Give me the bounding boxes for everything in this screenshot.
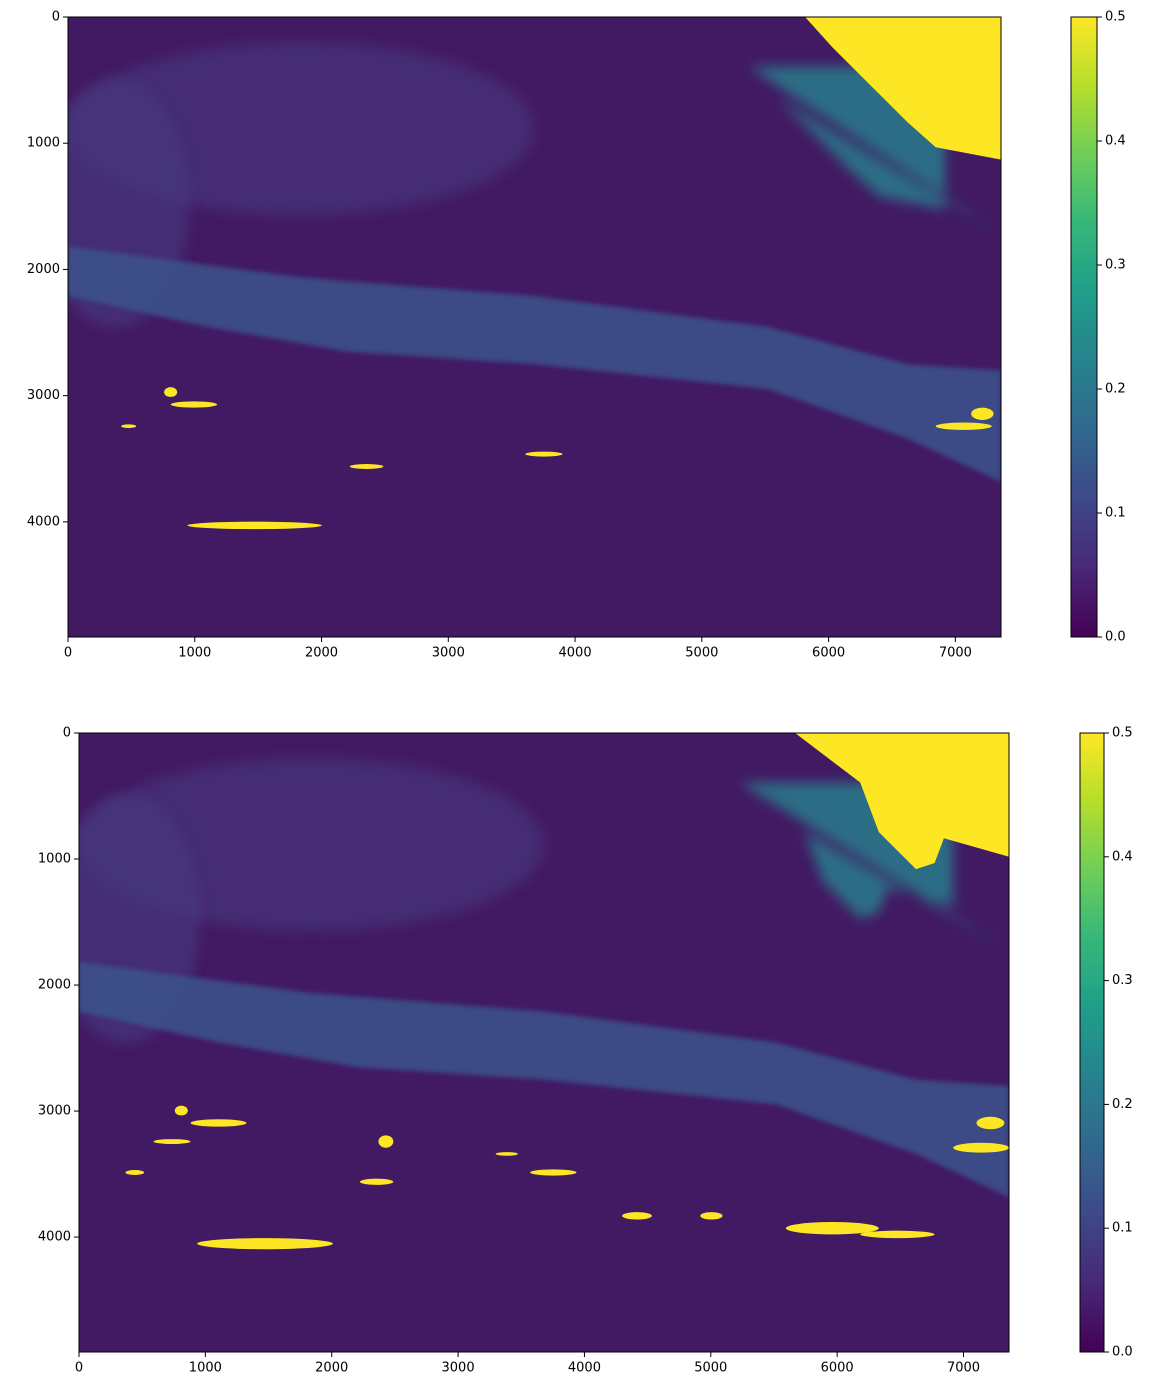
x-tick-label: 1000	[178, 646, 211, 661]
streak	[785, 1222, 879, 1235]
y-tick-label: 2000	[38, 978, 71, 993]
axes-frame	[67, 16, 1002, 638]
colorbar	[1079, 732, 1105, 1353]
colorbar-tick-label: 0.1	[1105, 506, 1126, 521]
streak	[971, 407, 994, 420]
streak	[525, 451, 563, 457]
streak	[170, 401, 218, 408]
saturated-area	[795, 733, 1009, 870]
x-tick-label: 4000	[568, 1361, 601, 1376]
y-tick-label: 2000	[27, 262, 60, 277]
x-tick-label: 5000	[685, 646, 718, 661]
streak	[164, 387, 178, 398]
x-tick-label: 1000	[189, 1361, 222, 1376]
streak	[622, 1212, 652, 1220]
streak	[121, 424, 137, 429]
y-tick-label: 4000	[38, 1230, 71, 1245]
streak	[125, 1170, 145, 1175]
streak	[359, 1178, 394, 1185]
streak	[349, 464, 384, 469]
x-tick-label: 6000	[812, 646, 845, 661]
streak	[187, 521, 322, 530]
x-tick-label: 4000	[559, 646, 592, 661]
saturated-area	[805, 17, 1001, 160]
streak	[153, 1139, 191, 1145]
colorbar-tick-label: 0.3	[1105, 258, 1126, 273]
streak	[935, 422, 992, 430]
colorbar-tick-label: 0.0	[1112, 1345, 1133, 1360]
y-tick-label: 1000	[38, 852, 71, 867]
colorbar-tick-label: 0.5	[1105, 10, 1126, 25]
colorbar-tick-label: 0.1	[1112, 1221, 1133, 1236]
y-tick-label: 0	[52, 10, 60, 25]
streak	[197, 1238, 333, 1250]
streak	[174, 1105, 188, 1116]
x-tick-label: 5000	[694, 1361, 727, 1376]
y-tick-label: 0	[63, 726, 71, 741]
streak	[378, 1135, 394, 1148]
x-tick-label: 0	[75, 1361, 83, 1376]
colorbar-tick-label: 0.4	[1105, 134, 1126, 149]
streak	[495, 1152, 518, 1156]
band	[79, 962, 1009, 1198]
x-tick-label: 7000	[939, 646, 972, 661]
colorbar-tick-label: 0.3	[1112, 973, 1133, 988]
y-tick-label: 3000	[38, 1104, 71, 1119]
colorbar-tick-label: 0.0	[1105, 630, 1126, 645]
x-tick-label: 6000	[821, 1361, 854, 1376]
y-tick-label: 4000	[27, 514, 60, 529]
x-tick-label: 2000	[315, 1361, 348, 1376]
streak	[190, 1119, 247, 1127]
heatmap-image	[68, 17, 1001, 637]
colorbar-tick-label: 0.4	[1112, 849, 1133, 864]
streak	[976, 1116, 1005, 1130]
heatmap-image	[79, 733, 1009, 1352]
colorbar	[1070, 16, 1098, 638]
x-tick-label: 0	[64, 646, 72, 661]
y-tick-label: 1000	[27, 136, 60, 151]
colorbar-tick-label: 0.2	[1112, 1097, 1133, 1112]
x-tick-label: 2000	[305, 646, 338, 661]
axes-frame	[78, 732, 1010, 1353]
streak	[700, 1212, 723, 1220]
streak	[953, 1142, 1009, 1153]
streak	[860, 1230, 935, 1239]
band	[68, 246, 1001, 482]
colorbar-tick-label: 0.5	[1112, 726, 1133, 741]
x-tick-label: 7000	[947, 1361, 980, 1376]
x-tick-label: 3000	[432, 646, 465, 661]
y-tick-label: 3000	[27, 388, 60, 403]
streak	[530, 1169, 577, 1176]
colorbar-tick-label: 0.2	[1105, 382, 1126, 397]
x-tick-label: 3000	[442, 1361, 475, 1376]
